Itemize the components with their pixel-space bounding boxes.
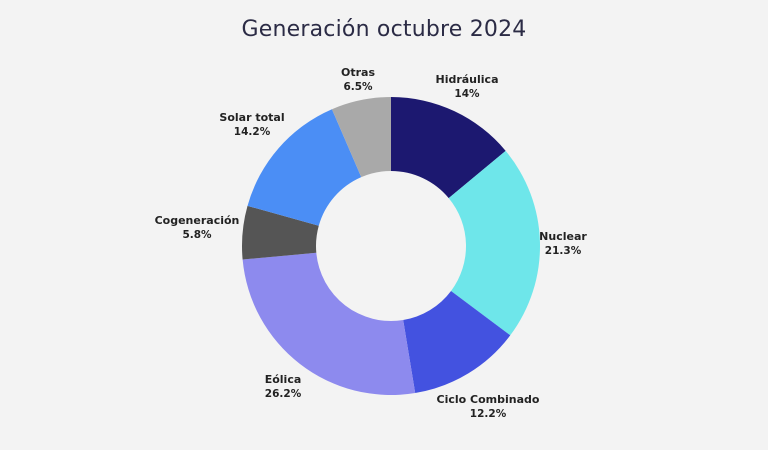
donut-slice-nuclear (448, 150, 540, 336)
donut-slice-cogeneración (242, 205, 319, 260)
slice-label-ciclo-combinado: Ciclo Combinado (437, 393, 540, 406)
slice-label-otras: Otras (341, 66, 375, 79)
slice-label-hidráulica: Hidráulica (435, 73, 498, 86)
slice-value-eólica: 26.2% (265, 388, 302, 400)
slice-value-ciclo-combinado: 12.2% (470, 408, 507, 420)
slice-value-hidráulica: 14% (454, 88, 480, 100)
slice-label-cogeneración: Cogeneración (155, 214, 240, 227)
slice-value-solar-total: 14.2% (234, 126, 271, 138)
slice-value-otras: 6.5% (343, 81, 373, 93)
chart-title: Generación octubre 2024 (241, 17, 527, 42)
donut-slice-hidráulica (391, 97, 506, 199)
slice-value-nuclear: 21.3% (545, 245, 582, 257)
donut-slice-eólica (242, 252, 416, 395)
slice-label-solar-total: Solar total (219, 111, 284, 124)
donut-slice-otras (331, 97, 391, 178)
donut-slice-solar-total (247, 109, 362, 226)
slice-label-eólica: Eólica (265, 373, 302, 386)
slice-value-cogeneración: 5.8% (182, 229, 212, 241)
slice-label-nuclear: Nuclear (539, 230, 587, 243)
donut-slice-ciclo-combinado (403, 290, 511, 394)
